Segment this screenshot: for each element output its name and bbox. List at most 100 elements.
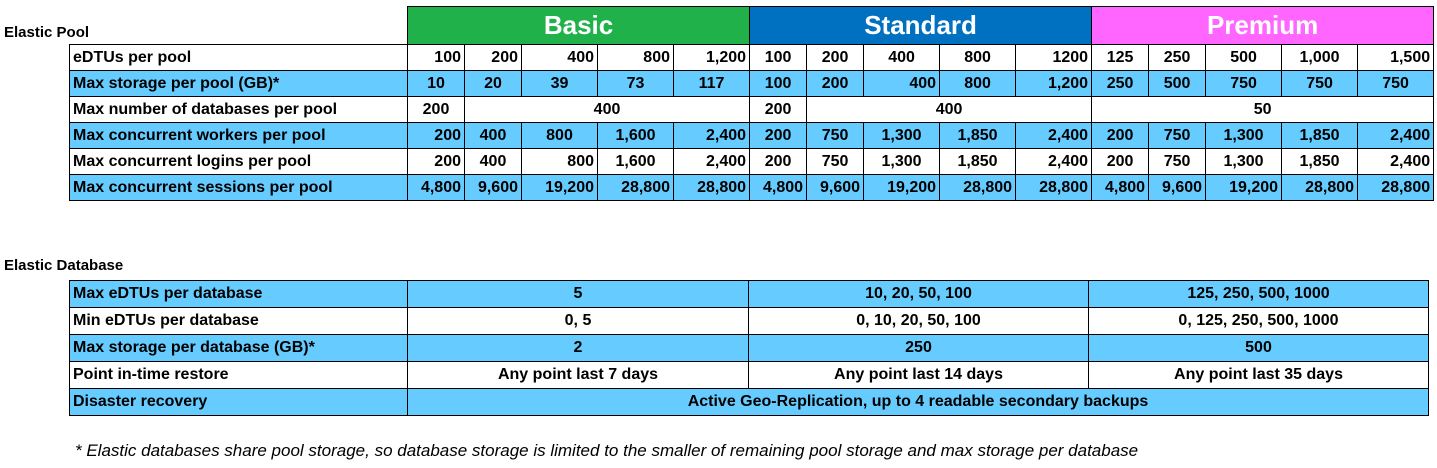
pool-row: Max number of databases per pool 200 400 20… [69,96,1435,123]
database-cell: 0, 5 [407,307,749,335]
pool-cell: 9,600 [806,174,865,201]
elastic-database-table: Max eDTUs per database 5 10, 20, 50, 100 12… [69,280,1429,416]
pool-cell: 9,600 [1148,174,1207,201]
pool-cell: 1,300 [1205,122,1283,149]
pool-cell: 1,200 [1015,70,1093,97]
pool-cell: 750 [1205,70,1283,97]
database-cell: Any point last 35 days [1088,361,1429,389]
database-row: Disaster recovery Active Geo-Replication,… [69,388,1429,416]
pool-cell: 100 [749,44,808,71]
pool-cell: 200 [407,122,465,149]
pool-cell: 2,400 [1357,148,1435,175]
pool-cell: 200 [407,96,465,123]
pool-cell: 117 [672,70,751,97]
pool-cell: 200 [806,70,865,97]
database-cell: 5 [407,280,749,308]
tier-header-row: Basic Standard Premium [70,6,1435,45]
pool-cell: 2,400 [1357,122,1435,149]
pool-cell: 1,000 [1281,44,1359,71]
pool-cell: 250 [1091,70,1150,97]
pool-row: Max storage per pool (GB)* 10 20 39 73 117 100… [69,70,1435,97]
pool-cell: 2,400 [672,122,751,149]
database-row-label: Max storage per database (GB)* [69,334,408,362]
database-cell: 0, 10, 20, 50, 100 [748,307,1089,335]
tier-header-standard: Standard [749,6,1093,45]
pool-cell: 4,800 [749,174,808,201]
pool-cell: 1,600 [597,122,674,149]
pool-cell: 200 [749,122,808,149]
pool-cell: 39 [521,70,598,97]
pool-cell: 800 [597,44,674,71]
pool-cell: 400 [464,122,522,149]
pool-cell: 2,400 [672,148,751,175]
pool-cell: 400 [863,44,941,71]
pool-cell: 1,300 [863,122,941,149]
pool-row-label: Max number of databases per pool [69,96,408,123]
pool-cell: 1,850 [939,148,1017,175]
database-row-label: Point in-time restore [69,361,408,389]
pool-cell: 28,800 [939,174,1017,201]
pool-cell: 1,850 [939,122,1017,149]
pool-row-label: eDTUs per pool [69,44,408,71]
pool-cell: 500 [1148,70,1207,97]
elastic-pool-table: Basic Standard Premium eDTUs per pool 100… [69,6,1435,201]
pool-cell: 1,200 [672,44,751,71]
pool-cell: 125 [1091,44,1150,71]
pool-cell: 1,300 [863,148,941,175]
pool-row: Max concurrent logins per pool 200 400 800 1… [69,148,1435,175]
pool-cell: 2,400 [1015,148,1093,175]
pool-row: Max concurrent sessions per pool 4,800 9,6… [69,174,1435,201]
pool-cell: 28,800 [1015,174,1093,201]
pool-cell: 20 [464,70,522,97]
pool-cell: 19,200 [521,174,598,201]
pool-row: eDTUs per pool 100 200 400 800 1,200 100 200 400… [69,44,1435,71]
database-cell: 10, 20, 50, 100 [748,280,1089,308]
database-row-label: Min eDTUs per database [69,307,408,335]
pool-cell: 400 [464,148,522,175]
pool-cell: 200 [1091,122,1150,149]
elastic-pool-label: Elastic Pool [4,24,90,41]
pool-cell: 750 [1357,70,1435,97]
tier-header-basic: Basic [406,6,751,45]
database-cell: 500 [1088,334,1429,362]
pool-cell: 750 [806,122,865,149]
database-cell: 2 [407,334,749,362]
pool-row-label: Max concurrent sessions per pool [69,174,408,201]
pool-row-label: Max concurrent workers per pool [69,122,408,149]
pool-cell: 200 [407,148,465,175]
pool-cell: 100 [749,70,808,97]
database-cell: 0, 125, 250, 500, 1000 [1088,307,1429,335]
pool-cell: 4,800 [407,174,465,201]
pool-cell: 750 [1148,122,1207,149]
pool-cell: 800 [939,70,1017,97]
pool-cell: 400 [463,96,751,123]
pool-cell: 1,600 [597,148,674,175]
pool-cell: 800 [521,122,598,149]
pool-cell: 800 [939,44,1017,71]
database-cell: 250 [748,334,1089,362]
pool-cell: 750 [1148,148,1207,175]
database-cell: Any point last 14 days [748,361,1089,389]
pool-cell: 200 [749,148,808,175]
pool-cell: 1,500 [1357,44,1435,71]
database-cell: Active Geo-Replication, up to 4 readable… [407,388,1429,416]
pool-cell: 200 [464,44,522,71]
header-spacer [70,7,408,45]
pool-cell: 4,800 [1091,174,1150,201]
pool-cell: 2,400 [1015,122,1093,149]
pool-cell: 750 [806,148,865,175]
database-row: Max eDTUs per database 5 10, 20, 50, 100 12… [69,280,1429,308]
pool-cell: 400 [521,44,598,71]
database-row: Min eDTUs per database 0, 5 0, 10, 20, 50,… [69,307,1429,335]
pool-cell: 28,800 [672,174,751,201]
database-row-label: Disaster recovery [69,388,408,416]
pool-cell: 1200 [1015,44,1093,71]
pool-row-label: Max storage per pool (GB)* [69,70,408,97]
pool-cell: 400 [863,70,941,97]
database-row-label: Max eDTUs per database [69,280,408,308]
pool-cell: 28,800 [1281,174,1359,201]
pool-cell: 500 [1205,44,1283,71]
pool-cell: 19,200 [863,174,941,201]
pool-cell: 73 [597,70,674,97]
pool-cell: 1,300 [1205,148,1283,175]
